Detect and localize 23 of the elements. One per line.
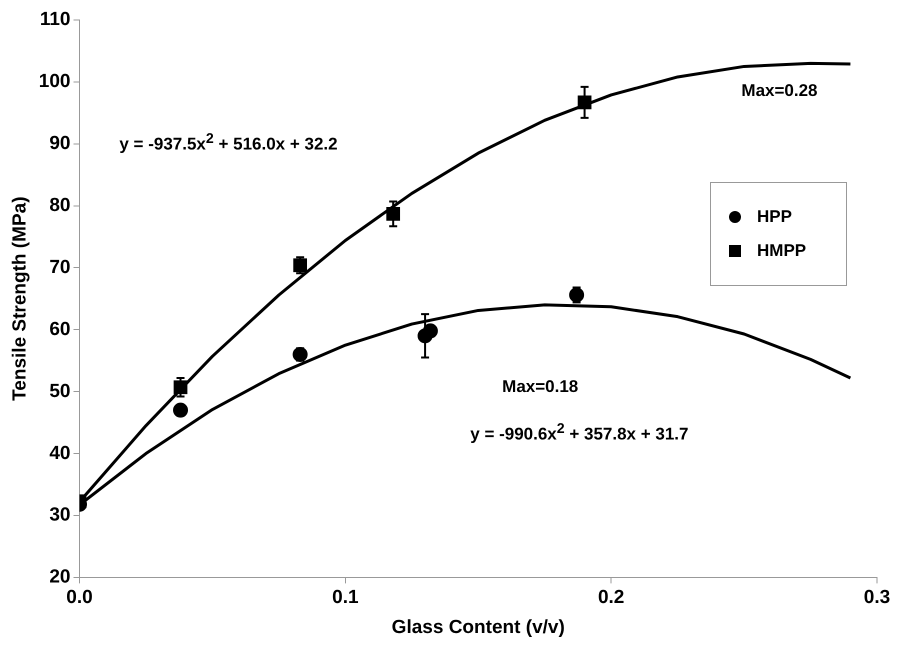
annotation: Max=0.28 xyxy=(741,81,818,102)
point xyxy=(173,402,188,418)
x-tick-label: 0.1 xyxy=(332,587,359,608)
y-tick-label: 50 xyxy=(49,380,70,402)
y-tick-label: 100 xyxy=(38,71,70,92)
y-axis-title: Tensile Strength (MPa) xyxy=(10,196,31,401)
x-axis-title: Glass Content (v/v) xyxy=(392,616,565,638)
annotation: Max=0.18 xyxy=(502,376,578,397)
y-tick-label: 40 xyxy=(49,442,70,464)
x-tick-label: 0.3 xyxy=(864,587,890,608)
legend-label: HPP xyxy=(757,206,792,227)
legend-label: HMPP xyxy=(757,240,806,261)
y-tick-label: 30 xyxy=(49,504,70,526)
x-tick-label: 0.0 xyxy=(66,587,93,608)
y-tick-label: 20 xyxy=(49,566,70,588)
y-tick-label: 80 xyxy=(49,195,70,216)
y-tick-label: 60 xyxy=(49,318,70,340)
annotation: y = -937.5x$^{2}$ + 516.0x + 32.2 xyxy=(119,131,338,156)
x-tick-label: 0.2 xyxy=(598,587,624,608)
y-tick-label: 90 xyxy=(49,133,70,154)
annotation: y = -990.6x$^{2}$ + 357.8x + 31.7 xyxy=(470,421,688,445)
y-tick-label: 110 xyxy=(40,9,70,30)
y-tick-label: 70 xyxy=(49,256,70,278)
